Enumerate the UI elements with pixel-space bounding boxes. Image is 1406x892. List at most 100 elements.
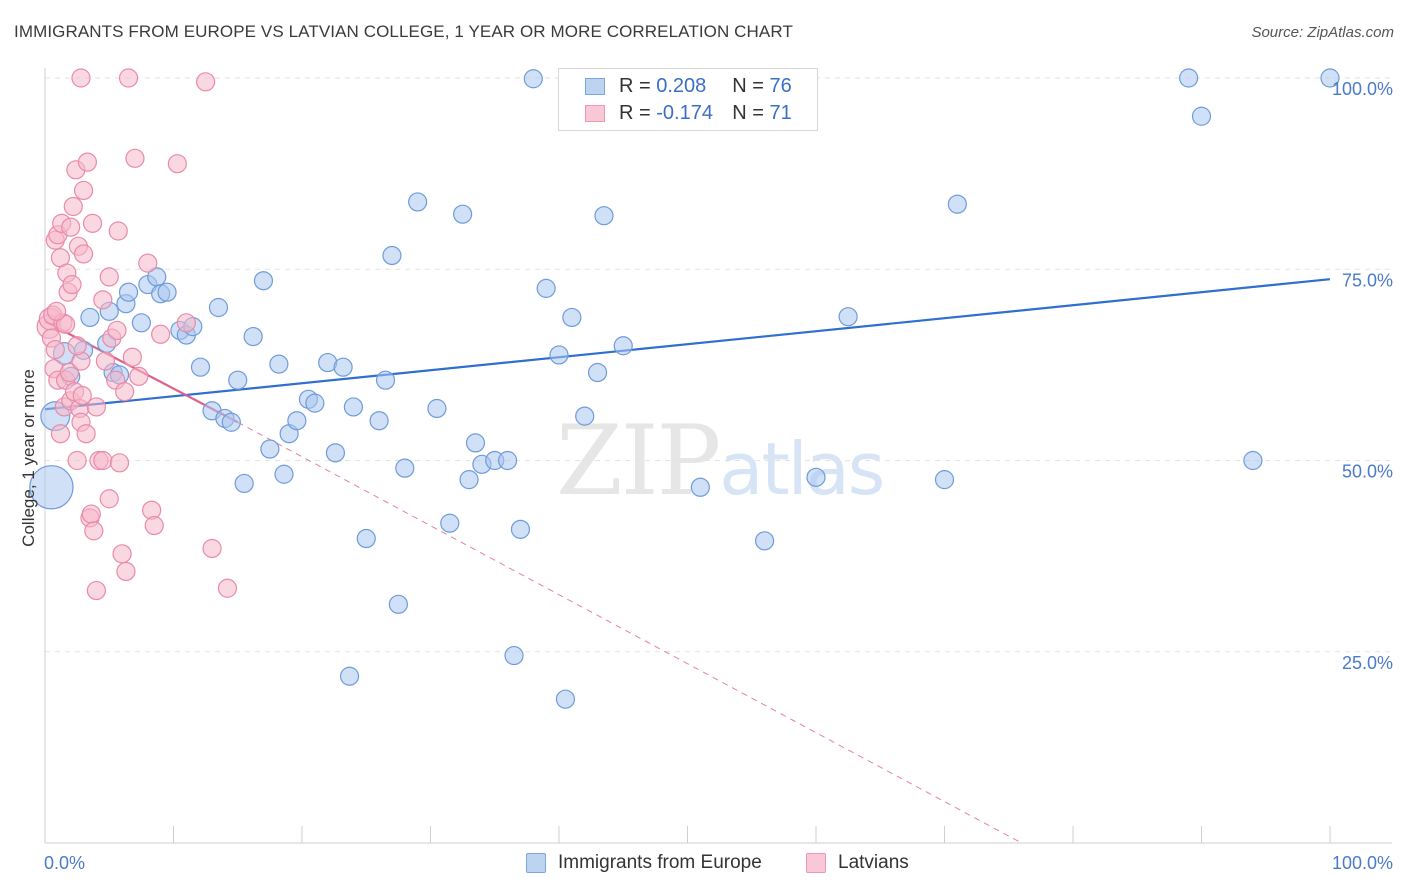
series-legend-latvians[interactable]: Latvians <box>806 852 909 874</box>
point-latvians-42 <box>95 351 115 371</box>
point-europe-24 <box>221 412 241 432</box>
point-latvians-30 <box>73 244 94 264</box>
point-europe-63 <box>575 406 595 426</box>
watermark-atlas: atlas <box>719 427 885 511</box>
point-europe-33 <box>287 411 307 431</box>
stats-legend: R = 0.208 N = 76 R = -0.174 N = 71 <box>558 68 818 131</box>
series-legend: Immigrants from Europe Latvians <box>0 852 1406 878</box>
legend-n-value: 76 <box>769 74 792 97</box>
point-europe-30 <box>269 354 289 374</box>
point-latvians-66 <box>71 68 91 88</box>
point-latvians-31 <box>76 424 96 444</box>
point-latvians-64 <box>202 538 222 559</box>
ticks-layer: 25.0% 50.0% 75.0% 100.0% 0.0% 100.0% <box>44 79 1393 873</box>
y-tick-label-3: 100.0% <box>1332 79 1393 99</box>
point-latvians-20 <box>62 274 82 295</box>
legend-r-value: -0.174 <box>656 101 713 124</box>
point-europe-55 <box>498 450 518 471</box>
point-latvians-56 <box>129 366 149 386</box>
trend-layer <box>44 278 1331 844</box>
point-europe-4 <box>80 307 100 328</box>
point-latvians-62 <box>176 313 196 333</box>
point-europe-72 <box>947 194 967 214</box>
chart-title: IMMIGRANTS FROM EUROPE VS LATVIAN COLLEG… <box>14 22 793 41</box>
point-europe-75 <box>1179 68 1199 88</box>
point-latvians-68 <box>55 314 76 334</box>
point-europe-47 <box>408 192 428 212</box>
point-europe-59 <box>536 278 556 298</box>
legend-n-value: 71 <box>769 101 792 124</box>
series-legend-europe[interactable]: Immigrants from Europe <box>526 852 762 874</box>
point-latvians-32 <box>77 152 98 172</box>
points-layer <box>29 68 1340 709</box>
point-latvians-48 <box>108 221 128 241</box>
point-latvians-63 <box>196 72 216 92</box>
point-latvians-65 <box>217 578 238 598</box>
point-latvians-60 <box>151 324 171 344</box>
point-latvians-54 <box>122 347 142 367</box>
point-europe-70 <box>838 307 858 327</box>
point-europe-65 <box>594 206 614 226</box>
point-europe-50 <box>453 204 473 224</box>
y-axis-label: College, 1 year or more <box>19 369 38 547</box>
point-europe-67 <box>690 477 710 497</box>
point-latvians-57 <box>138 253 158 273</box>
point-europe-71 <box>934 470 955 490</box>
x-tick-label-0: 0.0% <box>44 853 85 873</box>
point-latvians-40 <box>93 450 113 471</box>
point-europe-45 <box>388 594 408 614</box>
y-tick-label-2: 75.0% <box>1342 270 1393 290</box>
point-europe-20 <box>190 357 211 377</box>
point-europe-12 <box>118 282 139 302</box>
series-swatch-latvians <box>806 853 826 873</box>
point-europe-0 <box>29 465 74 510</box>
y-tick-label-0: 25.0% <box>1342 653 1393 673</box>
series-swatch-europe <box>526 853 546 873</box>
watermark: ZIPatlas <box>556 405 885 517</box>
point-europe-66 <box>613 336 633 356</box>
point-europe-42 <box>369 411 389 431</box>
point-europe-27 <box>243 326 263 347</box>
point-europe-38 <box>333 357 353 377</box>
series-label-europe: Immigrants from Europe <box>558 852 762 873</box>
point-latvians-38 <box>86 580 107 601</box>
point-latvians-34 <box>81 504 101 524</box>
source-label: Source: ZipAtlas.com <box>1251 24 1394 41</box>
point-europe-73 <box>1191 106 1212 126</box>
point-europe-52 <box>465 433 486 453</box>
point-europe-49 <box>440 513 460 533</box>
point-europe-41 <box>356 528 376 549</box>
point-europe-28 <box>253 271 274 291</box>
point-europe-25 <box>228 370 248 390</box>
point-europe-69 <box>806 467 826 487</box>
point-europe-37 <box>325 443 346 463</box>
point-europe-29 <box>260 439 280 459</box>
legend-row-europe: R = 0.208 N = 76 <box>585 74 792 98</box>
legend-n-label: N = <box>732 101 764 124</box>
point-europe-22 <box>208 297 229 318</box>
legend-row-latvians: R = -0.174 N = 71 <box>585 101 792 125</box>
point-latvians-17 <box>59 362 80 383</box>
point-latvians-43 <box>99 267 119 287</box>
point-latvians-24 <box>67 450 87 471</box>
point-europe-11 <box>131 313 151 333</box>
point-europe-51 <box>459 470 479 490</box>
point-latvians-49 <box>109 453 130 473</box>
point-europe-57 <box>510 519 531 539</box>
point-latvians-44 <box>99 489 119 509</box>
point-latvians-55 <box>125 148 145 168</box>
legend-r-value: 0.208 <box>656 74 707 97</box>
point-europe-68 <box>754 531 775 551</box>
point-latvians-29 <box>73 180 94 201</box>
point-europe-44 <box>382 245 402 266</box>
trend-line-europe <box>44 278 1331 411</box>
legend-r-label: R = <box>619 101 651 124</box>
point-europe-26 <box>234 473 254 494</box>
point-europe-74 <box>1243 450 1263 471</box>
x-tick-label-1: 100.0% <box>1332 853 1393 873</box>
point-europe-46 <box>395 458 415 478</box>
point-europe-61 <box>555 689 576 709</box>
point-europe-39 <box>339 666 360 686</box>
point-latvians-35 <box>82 213 103 233</box>
grid-layer <box>45 77 1392 653</box>
